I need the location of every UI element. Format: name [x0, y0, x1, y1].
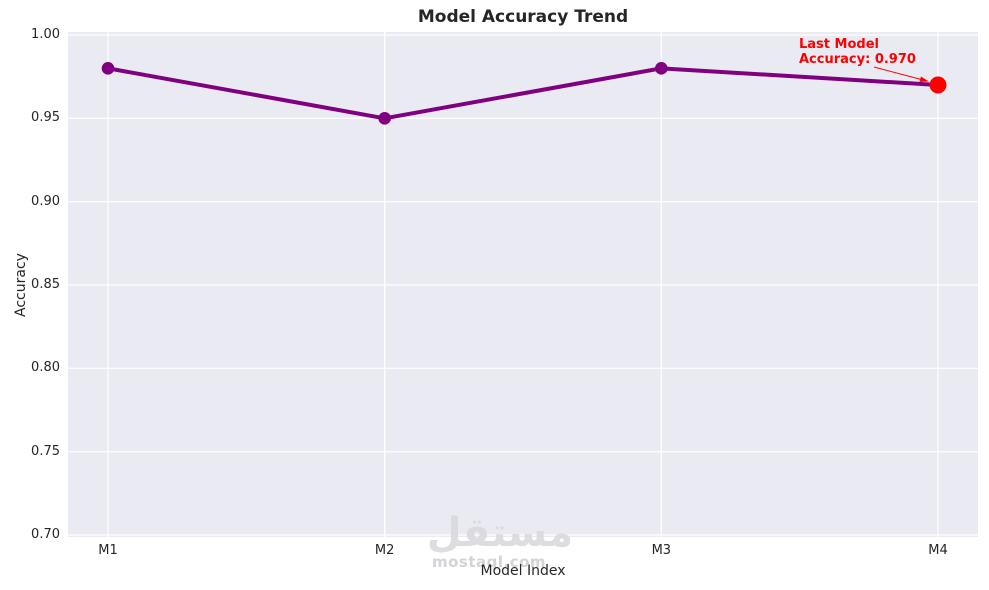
- annotation-arrow-line: [873, 66, 928, 82]
- x-tick-label: M1: [98, 543, 118, 558]
- y-axis-label: Accuracy: [13, 253, 29, 317]
- y-tick-label: 0.80: [31, 360, 60, 376]
- x-axis-label: Model Index: [480, 563, 566, 579]
- y-tick-label: 1.00: [31, 27, 60, 42]
- model-marker: [655, 62, 668, 75]
- chart-title: Model Accuracy Trend: [417, 7, 629, 27]
- y-tick-label: 0.95: [31, 110, 60, 126]
- model-marker: [101, 62, 115, 75]
- y-tick-label: 0.75: [31, 443, 60, 459]
- accuracy-line: [106, 66, 940, 121]
- annotation-line-2: Accuracy: 0.970: [799, 52, 916, 67]
- y-tick-label: 0.70: [31, 527, 60, 542]
- y-tick-label: 0.90: [31, 193, 60, 209]
- last-model-annotation: Last Model Accuracy: 0.970: [799, 37, 916, 67]
- x-tick-label: M3: [651, 543, 672, 558]
- x-tick-label: M2: [374, 543, 395, 558]
- model-marker: [378, 112, 391, 125]
- x-tick-label: M4: [928, 543, 948, 558]
- y-tick-label: 0.85: [31, 277, 60, 292]
- annotation-line-1: Last Model: [799, 37, 879, 52]
- annotation-arrowhead: [919, 76, 929, 82]
- last-model-marker: [929, 76, 947, 94]
